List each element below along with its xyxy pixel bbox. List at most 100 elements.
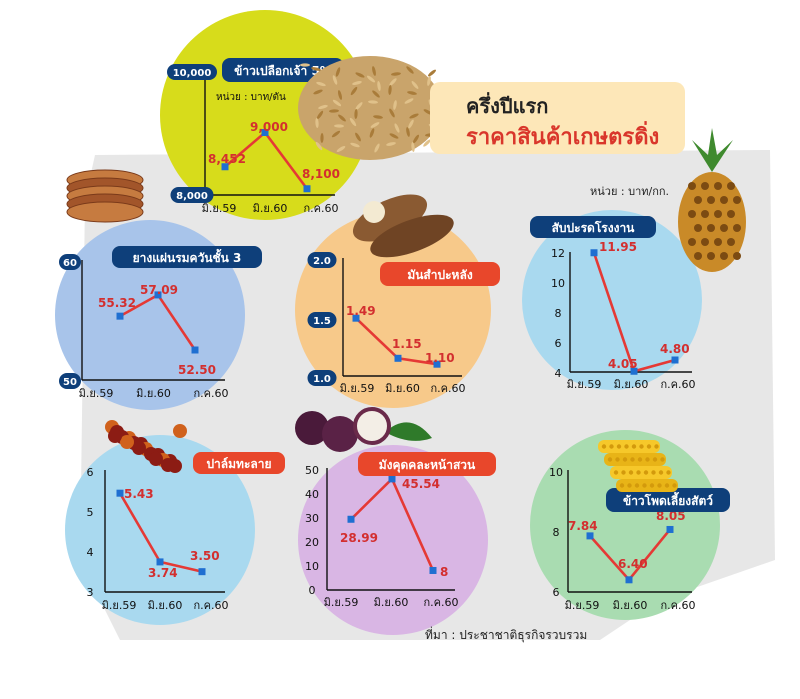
chart-7: 10 8 6 มิ.ย.59 มิ.ย.60 ก.ค.60 7.84 6.40 8.05ข้าว… [530,430,730,620]
y-tick-label: 8 [555,307,562,320]
data-point [666,525,674,533]
y-tick-label: 4 [555,367,562,380]
x-tick-label: ก.ค.60 [423,596,458,609]
y-tick-label: 1.0 [313,374,331,385]
cassava-image [352,194,454,258]
data-point [347,515,355,523]
y-tick-label: 8,000 [176,191,208,202]
y-tick-badge [307,370,337,386]
data-label: 3.50 [190,549,220,563]
x-tick-label: มิ.ย.60 [374,596,409,609]
data-label: 45.54 [402,477,440,491]
y-tick-label: 2.0 [313,256,331,267]
y-tick-label: 10 [551,277,565,290]
data-label: 28.99 [340,531,378,545]
data-point [303,185,311,193]
mangosteen-image [295,407,432,452]
y-tick-badge [59,254,81,270]
x-tick-label: ก.ค.60 [660,378,695,391]
chart-circle [298,445,488,635]
x-tick-label: มิ.ย.60 [148,599,183,612]
unit-note: หน่วย : บาท/กก. [590,185,670,198]
x-tick-label: มิ.ย.59 [79,387,114,400]
data-label: 1.10 [425,351,455,365]
data-label: 11.95 [599,240,637,254]
chart-circle [522,210,702,390]
y-tick-label: 3 [87,586,94,599]
chart-3: 2.0 1.5 1.0 มิ.ย.59 มิ.ย.60 ก.ค.60 1.49 1.151.1… [295,212,500,408]
data-label: 9,000 [250,120,288,134]
y-tick-badge [307,312,337,328]
data-label: 8,100 [302,167,340,181]
x-tick-label: ก.ค.60 [193,387,228,400]
x-tick-label: มิ.ย.59 [202,202,237,215]
data-point [586,532,594,540]
y-tick-label: 5 [87,506,94,519]
corn-image [598,440,678,492]
x-tick-label: ก.ค.60 [303,202,338,215]
chart-title: มันสำปะหลัง [407,268,473,282]
y-tick-label: 20 [305,536,319,549]
data-point [116,312,124,320]
data-label: 8.05 [656,509,686,523]
y-tick-label: 4 [87,546,94,559]
data-point [590,249,598,257]
title-badge [112,246,262,268]
source-note: ที่มา : ประชาชาติธุรกิจรวบรวม [425,628,588,642]
title-badge [358,452,496,476]
data-point [221,163,229,171]
title-badge [193,452,285,474]
x-tick-label: มิ.ย.60 [385,382,420,395]
y-tick-label: 12 [551,247,565,260]
x-tick-label: มิ.ย.60 [614,378,649,391]
data-label: 4.05 [608,357,638,371]
rubber-image [66,169,144,223]
data-label: 3.74 [148,566,178,580]
chart-title: ยางแผ่นรมควันชั้น 3 [133,248,242,265]
chart-title: ข้าวเปลือกเจ้า 5% [234,64,332,78]
x-tick-label: ก.ค.60 [430,382,465,395]
chart-4: 12 10 8 6 4 มิ.ย.59 มิ.ย.60 ก.ค.60 11.95 4.05 4.80… [522,210,702,391]
data-label: 6.40 [618,557,648,571]
x-tick-label: มิ.ย.59 [565,599,600,612]
y-tick-label: 30 [305,512,319,525]
unit-label: หน่วย : บาท/ตัน [216,92,286,103]
chart-title: มังคุดคละหน้าสวน [379,458,476,473]
data-label: 8,452 [208,152,246,166]
data-point [261,129,269,136]
data-point [625,576,633,584]
y-tick-badge [307,252,337,268]
data-point [154,291,162,299]
pineapple-image [678,128,746,272]
data-point [198,568,206,576]
y-tick-badge [170,187,214,203]
y-tick-label: 40 [305,488,319,501]
y-tick-label: 8 [553,526,560,539]
data-point [429,566,437,574]
y-tick-label: 50 [305,464,319,477]
chart-2: 60 50มิ.ย.59 มิ.ย.60 ก.ค.60 55.32 57.09 52.50 ย… [55,220,262,410]
y-tick-label: 50 [63,377,77,388]
x-tick-label: ก.ค.60 [660,599,695,612]
data-label: 1.15 [392,337,422,351]
y-tick-badge [167,64,217,80]
x-tick-label: มิ.ย.59 [340,382,375,395]
data-label: 5.43 [124,487,154,501]
chart-title: ปาล์มทะลาย [206,457,271,471]
title-badge [530,216,656,238]
x-tick-label: มิ.ย.59 [102,599,137,612]
data-label: 7.84 [568,519,598,533]
data-point [433,360,441,368]
data-point [116,489,124,497]
x-tick-label: ก.ค.60 [193,599,228,612]
chart-5: 6 5 4 3 มิ.ย.59 มิ.ย.60 ก.ค.60 5.43 3.74 3.50 ปาล์… [65,435,285,625]
data-label: 8 [440,565,448,579]
rice-image [298,56,442,160]
y-tick-label: 6 [555,337,562,350]
title-badge [380,262,500,286]
data-label: 4.80 [660,342,690,356]
y-tick-label: 6 [553,586,560,599]
y-tick-label: 0 [309,584,316,597]
